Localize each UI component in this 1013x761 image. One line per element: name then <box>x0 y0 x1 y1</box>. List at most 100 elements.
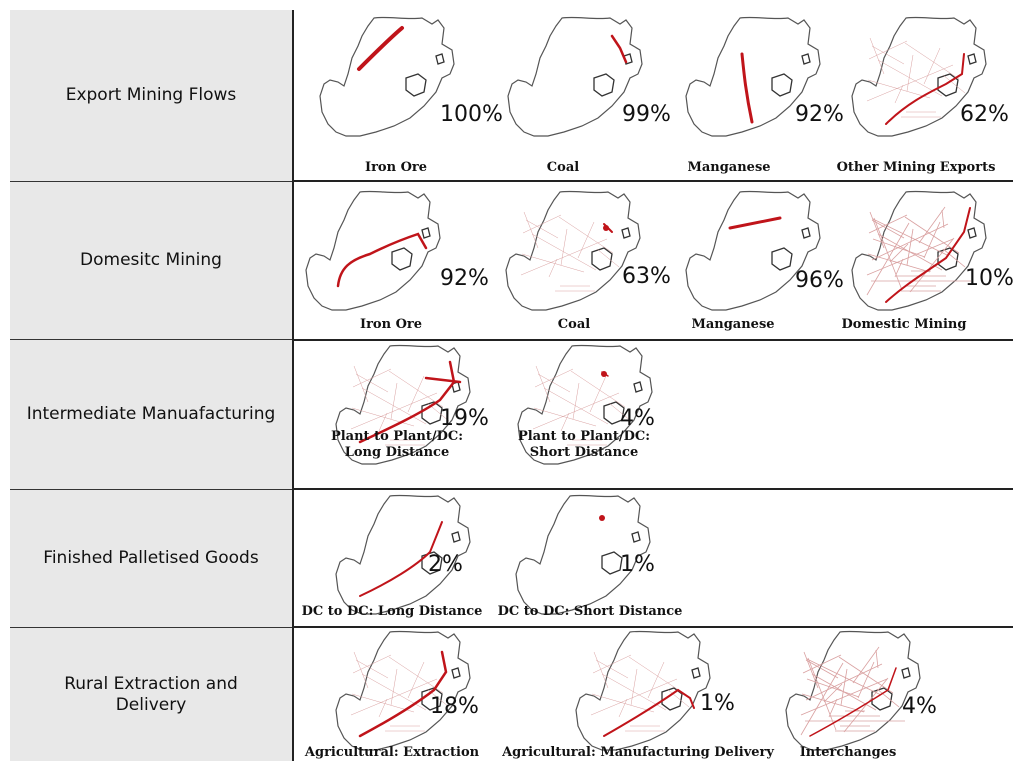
share-percentage: 1% <box>620 552 655 577</box>
network-line <box>378 698 388 718</box>
south-africa-map <box>305 190 441 311</box>
network-line <box>560 412 570 432</box>
network-line <box>800 662 844 736</box>
network-line <box>560 228 568 266</box>
network-line <box>407 661 425 699</box>
network-line <box>871 223 949 261</box>
network-line <box>877 59 943 97</box>
network-line <box>523 211 539 249</box>
freight-hub <box>599 515 605 521</box>
row-divider <box>294 339 1013 341</box>
freight-hub <box>603 225 609 231</box>
map-panel <box>502 14 652 144</box>
eswatini-outline <box>901 667 911 679</box>
network-line <box>589 375 607 413</box>
country-outline <box>785 630 921 751</box>
country-outline <box>685 190 821 311</box>
row-divider <box>294 626 1013 628</box>
eswatini-outline <box>801 53 811 65</box>
map-caption: Iron Ore <box>365 160 427 176</box>
row-label: Export Mining Flows <box>65 85 237 105</box>
network-line <box>918 206 946 244</box>
caption-line: Coal <box>557 317 591 332</box>
network-line <box>869 37 885 75</box>
network-line <box>871 45 905 65</box>
caption-line: Iron Ore <box>359 317 423 332</box>
map-panel <box>510 492 660 622</box>
network-line <box>894 258 904 278</box>
country-outline <box>575 630 711 751</box>
map-caption: DC to DC: Long Distance <box>302 604 483 620</box>
network-line <box>361 387 427 425</box>
map-panel <box>330 628 480 758</box>
lesotho-outline <box>771 73 793 97</box>
row-label: Finished Palletised Goods <box>43 548 259 568</box>
network-line <box>350 678 438 716</box>
row-divider <box>294 488 1013 490</box>
map-caption: Other Mining Exports <box>837 160 996 176</box>
eswatini-outline <box>801 227 811 239</box>
south-africa-map <box>851 190 987 311</box>
share-percentage: 62% <box>960 102 1009 127</box>
network-line <box>351 407 415 427</box>
row-label-cell: Intermediate Manuafacturing <box>10 340 292 490</box>
share-percentage: 4% <box>620 406 655 431</box>
caption-line: Iron Ore <box>364 160 428 175</box>
south-africa-map <box>335 494 471 615</box>
network-line <box>866 64 954 102</box>
freight-hub <box>601 371 607 377</box>
network-line <box>525 219 559 239</box>
lesotho-outline <box>937 73 959 97</box>
network-line <box>591 693 655 713</box>
network-line <box>407 375 425 413</box>
caption-line: DC to DC: Long Distance <box>301 604 483 619</box>
caption-line: Domestic Mining <box>841 317 967 332</box>
caption-line: Coal <box>546 160 580 175</box>
network-line <box>803 651 819 689</box>
network-line <box>521 253 585 273</box>
caption-line: Agricultural: Extraction <box>304 745 480 760</box>
freight-route <box>358 650 448 738</box>
network-line <box>941 209 945 229</box>
eswatini-outline <box>621 227 631 239</box>
eswatini-outline <box>451 531 461 543</box>
freight-route <box>358 360 456 444</box>
row-finished-goods: Finished Palletised Goods <box>10 490 1013 628</box>
network-line <box>532 392 620 430</box>
network-line <box>894 84 904 104</box>
network-line <box>823 683 843 703</box>
network-line <box>608 402 632 422</box>
network-line <box>909 237 955 293</box>
map-panel <box>846 14 996 144</box>
lesotho-outline <box>421 551 443 575</box>
network-line <box>548 258 558 278</box>
network-line <box>867 253 931 273</box>
network-line <box>802 654 842 674</box>
map-panel <box>680 14 830 144</box>
eswatini-outline <box>631 531 641 543</box>
row-rural-extraction: Rural Extraction and Delivery <box>10 628 1013 761</box>
network-line <box>867 79 931 99</box>
network-line <box>355 373 389 393</box>
freight-route <box>728 216 782 230</box>
freight-route <box>610 34 628 64</box>
caption-line: Plant to Plant/DC: <box>517 429 651 444</box>
south-africa-map <box>517 344 653 465</box>
network-line <box>592 654 632 674</box>
country-outline <box>851 16 987 137</box>
freight-route <box>424 376 462 384</box>
network-line <box>906 228 914 266</box>
share-percentage: 63% <box>622 264 671 289</box>
map-caption: Iron Ore <box>360 317 422 333</box>
network-line <box>840 668 848 706</box>
network-line <box>537 373 571 393</box>
network-line <box>869 211 885 249</box>
map-caption: Manganese <box>687 160 770 176</box>
row-intermediate-manufacturing: Intermediate Manuafacturing <box>10 340 1013 490</box>
network-line <box>352 654 392 674</box>
share-percentage: 10% <box>965 266 1013 291</box>
network-line <box>843 677 889 733</box>
share-percentage: 92% <box>440 266 489 291</box>
network-line <box>353 651 369 689</box>
freight-route <box>809 667 897 737</box>
